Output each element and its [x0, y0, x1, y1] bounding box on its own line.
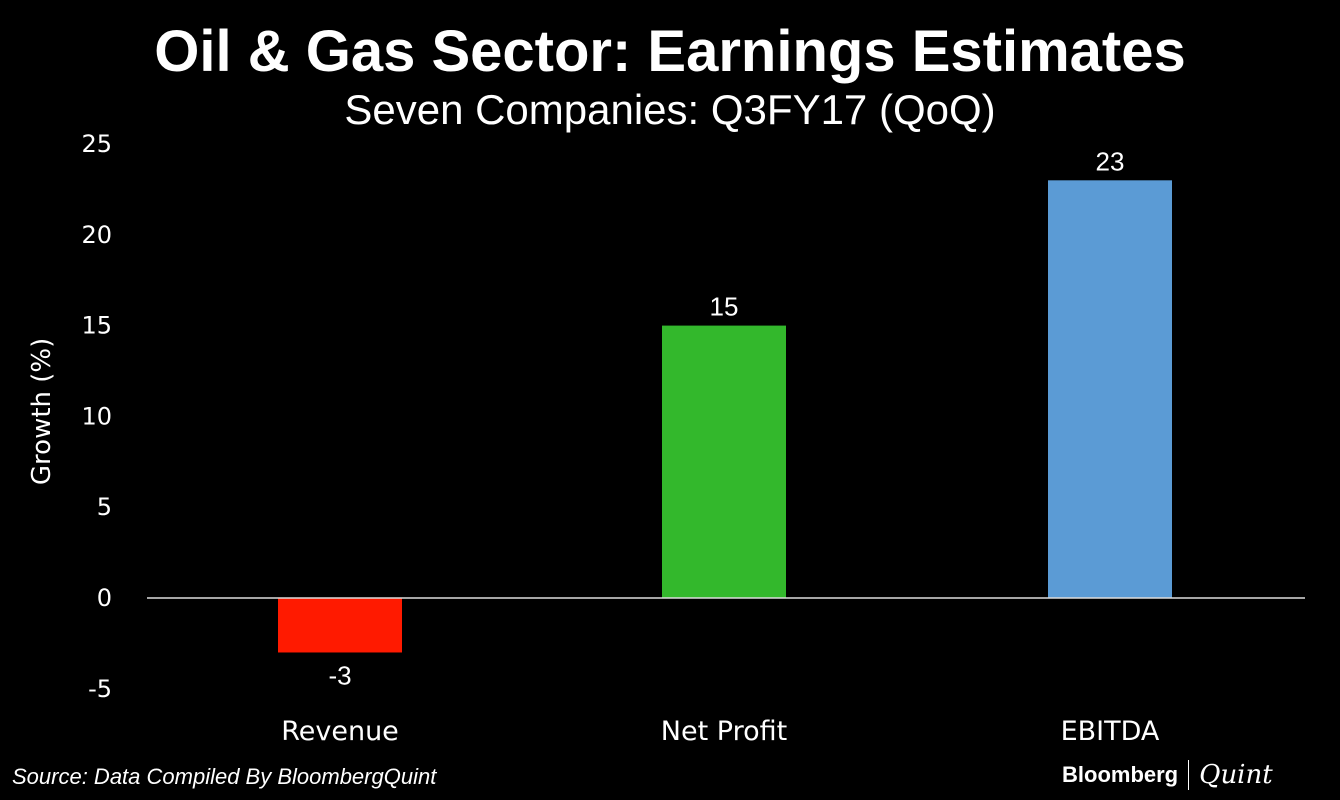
logo-quint: Quint [1199, 760, 1273, 790]
x-tick-label: Net Profit [661, 716, 787, 747]
data-label: 23 [1096, 146, 1125, 176]
source-note: Source: Data Compiled By BloombergQuint [12, 764, 437, 789]
bar-net-profit [662, 325, 786, 598]
y-tick-label: 10 [81, 402, 112, 430]
bar-revenue [278, 598, 402, 653]
logo-divider [1188, 760, 1190, 790]
data-label: -3 [328, 660, 351, 690]
bar-ebitda [1048, 180, 1172, 598]
logo-bloomberg: Bloomberg [1062, 762, 1179, 787]
y-tick-label: -5 [88, 675, 112, 703]
chart-subtitle: Seven Companies: Q3FY17 (QoQ) [344, 86, 996, 133]
y-tick-label: 0 [97, 584, 112, 612]
chart-title: Oil & Gas Sector: Earnings Estimates [154, 19, 1186, 84]
x-tick-label: EBITDA [1061, 716, 1160, 747]
y-tick-label: 20 [81, 221, 112, 249]
y-tick-label: 25 [81, 130, 112, 158]
y-tick-label: 15 [81, 312, 112, 340]
data-label: 15 [710, 292, 739, 322]
bloombergquint-logo: Bloomberg Quint [1062, 760, 1273, 790]
y-tick-label: 5 [97, 493, 112, 521]
y-axis-label: Growth (%) [27, 338, 57, 485]
x-tick-label: Revenue [281, 716, 399, 747]
